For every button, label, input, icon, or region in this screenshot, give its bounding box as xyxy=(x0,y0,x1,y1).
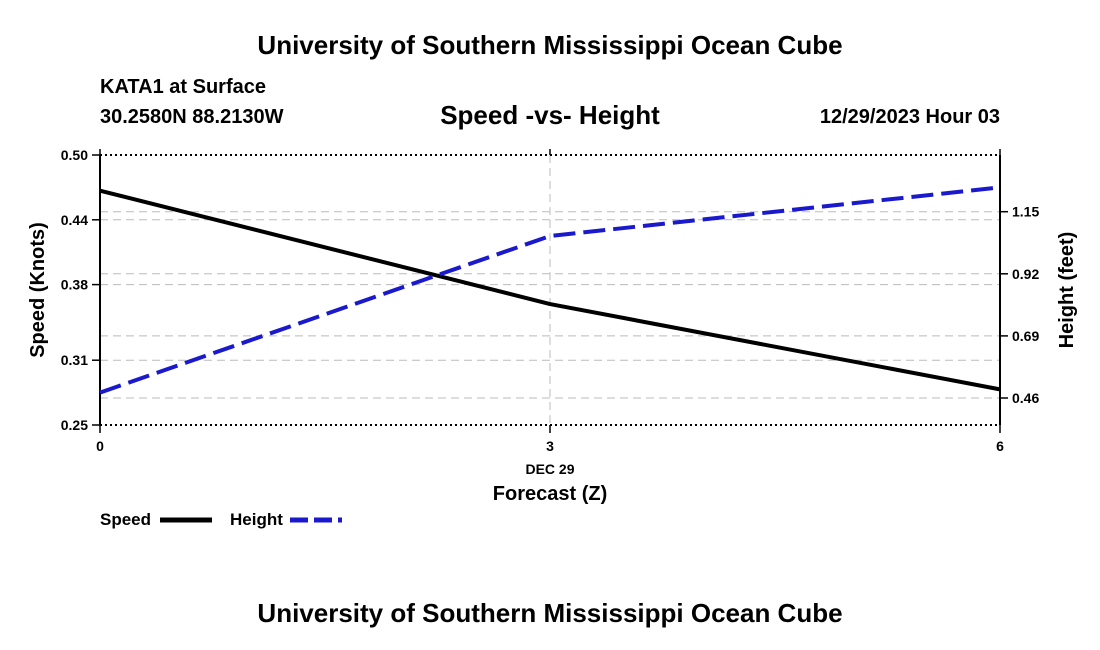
chart-datetime: 12/29/2023 Hour 03 xyxy=(819,106,1000,128)
station-label: KATA1 at Surface xyxy=(100,76,266,98)
y-right-tick-label: 0.46 xyxy=(1012,390,1039,406)
y-right-axis-label: Height (feet) xyxy=(1056,232,1078,349)
legend-speed-label: Speed xyxy=(100,510,152,529)
y-left-tick-label: 0.44 xyxy=(61,212,88,228)
x-axis-label: Forecast (Z) xyxy=(493,483,607,505)
y-left-tick-label: 0.25 xyxy=(61,417,88,433)
y-left-tick-label: 0.31 xyxy=(61,352,88,368)
chart-subtitle: Speed -vs- Height xyxy=(440,100,660,130)
y-right-tick-label: 0.69 xyxy=(1012,328,1039,344)
y-left-tick-label: 0.50 xyxy=(61,147,88,163)
y-right-tick-label: 1.15 xyxy=(1012,204,1039,220)
legend-height-label: Height xyxy=(230,510,283,529)
y-left-tick-label: 0.38 xyxy=(61,277,88,293)
x-tick-label: 0 xyxy=(96,438,104,454)
chart-main-title: University of Southern Mississippi Ocean… xyxy=(257,30,843,60)
series-line-speed xyxy=(99,188,1001,392)
x-tick-label: 6 xyxy=(996,438,1004,454)
y-left-axis-label: Speed (Knots) xyxy=(27,222,49,358)
x-tick-label: 3 xyxy=(546,438,554,454)
series-line-height xyxy=(99,185,1001,395)
y-right-tick-label: 0.92 xyxy=(1012,266,1039,282)
footer-title: University of Southern Mississippi Ocean… xyxy=(257,598,843,628)
x-date-label: DEC 29 xyxy=(525,461,574,477)
station-coordinates: 30.2580N 88.2130W xyxy=(100,106,284,128)
